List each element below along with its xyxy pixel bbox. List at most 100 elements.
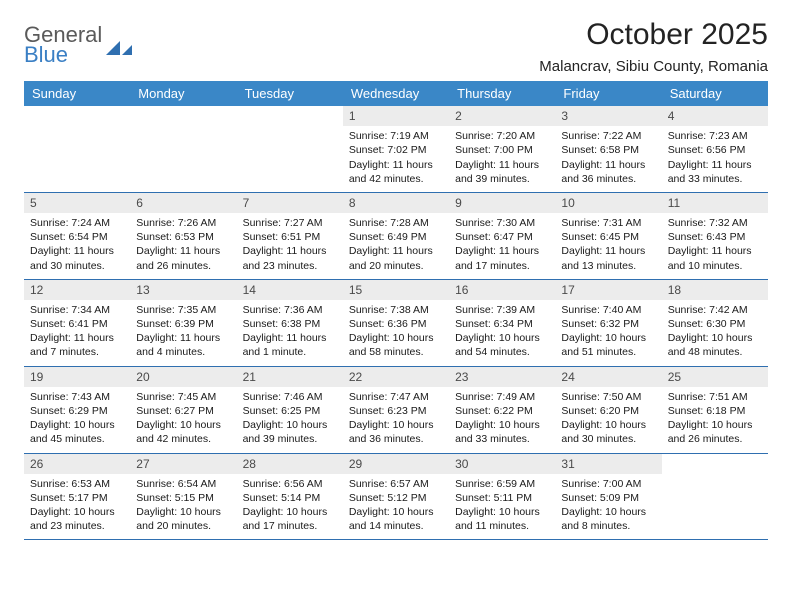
sunset-line: Sunset: 6:34 PM (455, 317, 549, 331)
daylight-line: Daylight: 10 hours and 54 minutes. (455, 331, 549, 359)
calendar-cell: 24Sunrise: 7:50 AMSunset: 6:20 PMDayligh… (555, 367, 661, 453)
day-number-wrap (237, 106, 343, 126)
day-number: 16 (455, 282, 549, 298)
page-subtitle: Malancrav, Sibiu County, Romania (539, 58, 768, 75)
day-number-wrap: 15 (343, 280, 449, 300)
day-number-wrap: 6 (130, 193, 236, 213)
day-number: 5 (30, 195, 124, 211)
day-number: 10 (561, 195, 655, 211)
daylight-line: Daylight: 11 hours and 4 minutes. (136, 331, 230, 359)
sunset-line: Sunset: 5:15 PM (136, 491, 230, 505)
calendar-cell: 10Sunrise: 7:31 AMSunset: 6:45 PMDayligh… (555, 193, 661, 279)
calendar-cell: 1Sunrise: 7:19 AMSunset: 7:02 PMDaylight… (343, 106, 449, 192)
sunset-line: Sunset: 6:43 PM (668, 230, 762, 244)
calendar-cell: 28Sunrise: 6:56 AMSunset: 5:14 PMDayligh… (237, 454, 343, 540)
day-number: 20 (136, 369, 230, 385)
daylight-line: Daylight: 11 hours and 26 minutes. (136, 244, 230, 272)
sunset-line: Sunset: 6:49 PM (349, 230, 443, 244)
day-number-wrap: 16 (449, 280, 555, 300)
day-number: 9 (455, 195, 549, 211)
day-number: 24 (561, 369, 655, 385)
day-number: 7 (243, 195, 337, 211)
day-number-wrap: 21 (237, 367, 343, 387)
calendar-cell (662, 454, 768, 540)
sunrise-line: Sunrise: 7:23 AM (668, 129, 762, 143)
calendar-cell: 13Sunrise: 7:35 AMSunset: 6:39 PMDayligh… (130, 280, 236, 366)
day-number: 19 (30, 369, 124, 385)
title-block: October 2025 Malancrav, Sibiu County, Ro… (539, 18, 768, 75)
day-number-wrap: 12 (24, 280, 130, 300)
day-number: 25 (668, 369, 762, 385)
calendar-cell: 25Sunrise: 7:51 AMSunset: 6:18 PMDayligh… (662, 367, 768, 453)
sunrise-line: Sunrise: 7:19 AM (349, 129, 443, 143)
daylight-line: Daylight: 10 hours and 8 minutes. (561, 505, 655, 533)
day-number: 2 (455, 108, 549, 124)
brand-logo: General Blue (24, 18, 132, 66)
daylight-line: Daylight: 10 hours and 48 minutes. (668, 331, 762, 359)
day-header: Tuesday (237, 81, 343, 106)
sunrise-line: Sunrise: 6:54 AM (136, 477, 230, 491)
day-number: 23 (455, 369, 549, 385)
calendar-cell: 9Sunrise: 7:30 AMSunset: 6:47 PMDaylight… (449, 193, 555, 279)
daylight-line: Daylight: 10 hours and 33 minutes. (455, 418, 549, 446)
day-number-wrap (130, 106, 236, 126)
calendar-cell: 22Sunrise: 7:47 AMSunset: 6:23 PMDayligh… (343, 367, 449, 453)
sunrise-line: Sunrise: 7:28 AM (349, 216, 443, 230)
sunset-line: Sunset: 6:18 PM (668, 404, 762, 418)
daylight-line: Daylight: 11 hours and 23 minutes. (243, 244, 337, 272)
page-title: October 2025 (539, 18, 768, 52)
day-number: 15 (349, 282, 443, 298)
sunrise-line: Sunrise: 7:20 AM (455, 129, 549, 143)
sunset-line: Sunset: 6:36 PM (349, 317, 443, 331)
sunset-line: Sunset: 6:56 PM (668, 143, 762, 157)
sunrise-line: Sunrise: 7:22 AM (561, 129, 655, 143)
daylight-line: Daylight: 10 hours and 42 minutes. (136, 418, 230, 446)
daylight-line: Daylight: 11 hours and 13 minutes. (561, 244, 655, 272)
sunset-line: Sunset: 6:58 PM (561, 143, 655, 157)
sunset-line: Sunset: 5:17 PM (30, 491, 124, 505)
day-number-wrap: 19 (24, 367, 130, 387)
calendar-cell: 23Sunrise: 7:49 AMSunset: 6:22 PMDayligh… (449, 367, 555, 453)
brand-text: General Blue (24, 24, 102, 66)
sunrise-line: Sunrise: 7:40 AM (561, 303, 655, 317)
sunset-line: Sunset: 6:47 PM (455, 230, 549, 244)
day-number: 1 (349, 108, 443, 124)
sunset-line: Sunset: 6:53 PM (136, 230, 230, 244)
sunrise-line: Sunrise: 6:56 AM (243, 477, 337, 491)
daylight-line: Daylight: 11 hours and 33 minutes. (668, 158, 762, 186)
daylight-line: Daylight: 11 hours and 10 minutes. (668, 244, 762, 272)
day-number-wrap: 30 (449, 454, 555, 474)
calendar-cell: 18Sunrise: 7:42 AMSunset: 6:30 PMDayligh… (662, 280, 768, 366)
sunrise-line: Sunrise: 7:26 AM (136, 216, 230, 230)
day-number-wrap (24, 106, 130, 126)
calendar-week: 26Sunrise: 6:53 AMSunset: 5:17 PMDayligh… (24, 454, 768, 541)
day-number (136, 108, 230, 124)
day-header-row: Sunday Monday Tuesday Wednesday Thursday… (24, 81, 768, 106)
calendar-cell: 11Sunrise: 7:32 AMSunset: 6:43 PMDayligh… (662, 193, 768, 279)
day-number: 4 (668, 108, 762, 124)
sunset-line: Sunset: 5:12 PM (349, 491, 443, 505)
calendar-cell: 26Sunrise: 6:53 AMSunset: 5:17 PMDayligh… (24, 454, 130, 540)
sunset-line: Sunset: 6:20 PM (561, 404, 655, 418)
day-number-wrap: 25 (662, 367, 768, 387)
day-number-wrap: 7 (237, 193, 343, 213)
daylight-line: Daylight: 10 hours and 20 minutes. (136, 505, 230, 533)
calendar-cell: 3Sunrise: 7:22 AMSunset: 6:58 PMDaylight… (555, 106, 661, 192)
day-number-wrap: 24 (555, 367, 661, 387)
calendar-cell: 17Sunrise: 7:40 AMSunset: 6:32 PMDayligh… (555, 280, 661, 366)
day-number (30, 108, 124, 124)
sunrise-line: Sunrise: 7:32 AM (668, 216, 762, 230)
sunset-line: Sunset: 6:23 PM (349, 404, 443, 418)
sunset-line: Sunset: 6:54 PM (30, 230, 124, 244)
brand-line2: Blue (24, 44, 102, 66)
daylight-line: Daylight: 11 hours and 39 minutes. (455, 158, 549, 186)
sunrise-line: Sunrise: 7:50 AM (561, 390, 655, 404)
daylight-line: Daylight: 10 hours and 51 minutes. (561, 331, 655, 359)
sunrise-line: Sunrise: 7:36 AM (243, 303, 337, 317)
sunset-line: Sunset: 6:25 PM (243, 404, 337, 418)
day-number: 18 (668, 282, 762, 298)
day-number: 8 (349, 195, 443, 211)
calendar-cell: 21Sunrise: 7:46 AMSunset: 6:25 PMDayligh… (237, 367, 343, 453)
day-number (243, 108, 337, 124)
sunrise-line: Sunrise: 7:35 AM (136, 303, 230, 317)
